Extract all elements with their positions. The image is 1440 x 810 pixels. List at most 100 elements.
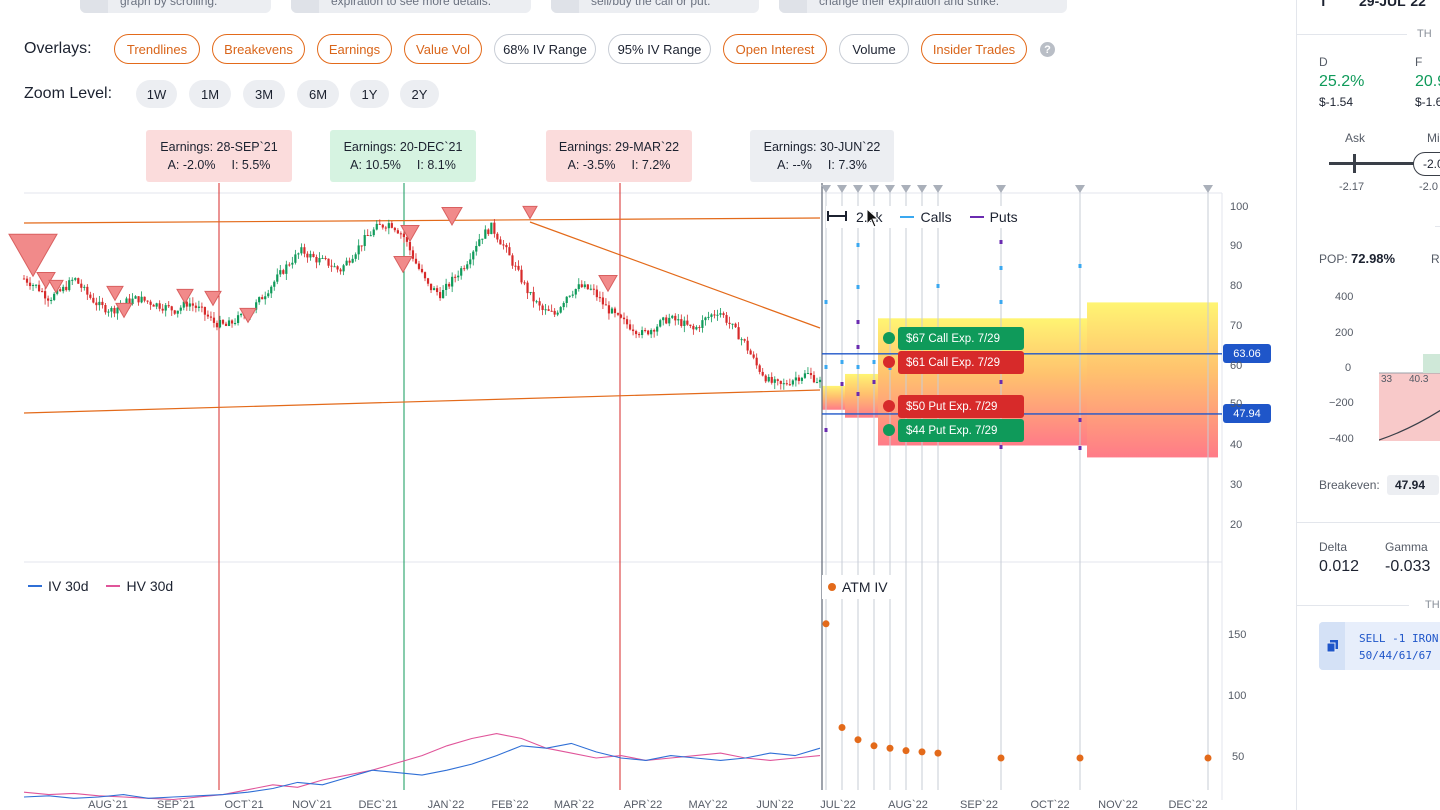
- candle-body: [348, 260, 351, 263]
- candle-body: [68, 280, 71, 291]
- overlay-68-iv-range[interactable]: 68% IV Range: [494, 34, 596, 64]
- candle-body: [529, 291, 532, 294]
- candle-body: [592, 288, 595, 290]
- x-tick: JUN`22: [756, 799, 794, 810]
- candle-body: [448, 283, 451, 287]
- copy-icon[interactable]: [1326, 640, 1339, 658]
- candle-body: [517, 265, 520, 270]
- overlay-insider-trades[interactable]: Insider Trades: [921, 34, 1027, 64]
- call-oi-mark: [856, 365, 860, 369]
- order-tag-50-put[interactable]: $50 Put Exp. 7/29: [898, 395, 1024, 418]
- candle-body: [442, 289, 445, 299]
- candle-body: [550, 310, 553, 312]
- order-dot[interactable]: [883, 332, 895, 344]
- expiry-marker-icon: [996, 185, 1006, 193]
- candle-body: [737, 327, 740, 340]
- candle-body: [713, 314, 716, 316]
- iv-swatch: [28, 585, 42, 587]
- x-tick: NOV`21: [292, 799, 332, 810]
- trade-summary-card[interactable]: SELL -1 IRON 50/44/61/67: [1319, 622, 1440, 670]
- candle-body: [255, 302, 258, 310]
- overlay-trendlines[interactable]: Trendlines: [114, 34, 200, 64]
- candle-body: [791, 380, 794, 385]
- earnings-box[interactable]: Earnings: 30-JUN`22 A: --% I: 7.3%: [750, 130, 894, 182]
- question-icon[interactable]: ?: [1040, 42, 1055, 57]
- x-tick: SEP`21: [157, 799, 195, 810]
- candle-body: [396, 230, 399, 234]
- candle-body: [330, 265, 333, 267]
- candle-body: [514, 265, 517, 267]
- put-oi-mark: [999, 380, 1003, 384]
- zoom-6m[interactable]: 6M: [297, 80, 339, 108]
- zoom-3m[interactable]: 3M: [243, 80, 285, 108]
- candle-body: [604, 304, 608, 306]
- pop-label: POP:: [1319, 252, 1348, 266]
- order-dot[interactable]: [883, 400, 895, 412]
- candle-body: [547, 309, 550, 311]
- calls-legend-label: Calls: [920, 209, 952, 225]
- zoom-2y[interactable]: 2Y: [400, 80, 439, 108]
- zoom-1y[interactable]: 1Y: [350, 80, 389, 108]
- hint-card: sell/buy the call or put.: [551, 0, 759, 13]
- hv-legend-label: HV 30d: [126, 578, 174, 594]
- candle-body: [86, 286, 89, 295]
- x-tick: APR`22: [623, 799, 663, 810]
- overlays-label: Overlays:: [24, 40, 92, 57]
- overlay-volume[interactable]: Volume: [839, 34, 909, 64]
- overlay-95-iv-range[interactable]: 95% IV Range: [608, 34, 711, 64]
- candle-body: [794, 377, 797, 381]
- ask-slider-handle[interactable]: [1353, 154, 1356, 173]
- earnings-box[interactable]: Earnings: 29-MAR`22 A: -3.5% I: 7.2%: [546, 130, 692, 182]
- delta-label: Delta: [1319, 540, 1348, 554]
- x-tick: AUG`21: [88, 799, 128, 810]
- f-label: F: [1415, 55, 1423, 69]
- gamma-label: Gamma: [1385, 540, 1428, 554]
- insider-trade-icon: [239, 307, 257, 324]
- atm-iv-point: [918, 748, 926, 756]
- mid-price-input[interactable]: -2.0: [1413, 152, 1440, 176]
- candle-body: [571, 294, 574, 296]
- order-tag-61-call[interactable]: $61 Call Exp. 7/29: [898, 351, 1024, 374]
- overlay-value-vol[interactable]: Value Vol: [404, 34, 482, 64]
- candle-body: [505, 245, 508, 248]
- order-tag-44-put[interactable]: $44 Put Exp. 7/29: [898, 419, 1024, 442]
- candle-body: [580, 284, 583, 288]
- candle-body: [809, 373, 813, 376]
- candle-body: [378, 223, 381, 225]
- candle-body: [788, 384, 791, 386]
- candle-body: [191, 303, 194, 306]
- price-chart[interactable]: [0, 0, 1296, 810]
- overlay-breakevens[interactable]: Breakevens: [212, 34, 305, 64]
- hint-text: graph by scrolling.: [120, 0, 218, 8]
- order-dot[interactable]: [883, 424, 895, 436]
- overlay-earnings[interactable]: Earnings: [317, 34, 392, 64]
- candle-body: [511, 255, 514, 266]
- pop-value: 72.98%: [1351, 251, 1396, 266]
- candle-body: [140, 296, 143, 303]
- overlay-open-interest[interactable]: Open Interest: [723, 34, 827, 64]
- put-oi-mark: [856, 320, 860, 324]
- order-dot[interactable]: [883, 356, 895, 368]
- candle-body: [40, 291, 44, 293]
- pl-x-tick: 33: [1381, 374, 1393, 385]
- candle-body: [490, 222, 493, 235]
- candle-body: [22, 278, 26, 280]
- candle-body: [420, 268, 424, 273]
- earnings-box[interactable]: Earnings: 20-DEC`21 A: 10.5% I: 8.1%: [330, 130, 476, 182]
- candle-body: [194, 305, 197, 308]
- f-value: 20.9: [1415, 73, 1440, 90]
- zoom-1w[interactable]: 1W: [136, 80, 177, 108]
- zoom-1m[interactable]: 1M: [189, 80, 231, 108]
- earnings-box[interactable]: Earnings: 28-SEP`21 A: -2.0% I: 5.5%: [146, 130, 292, 182]
- candle-body: [628, 324, 632, 330]
- candle-body: [574, 289, 577, 295]
- candle-body: [31, 285, 35, 287]
- candle-body: [276, 274, 279, 282]
- candle-body: [387, 223, 390, 229]
- price-slider-track[interactable]: [1329, 162, 1440, 165]
- mid-label: Mi: [1427, 131, 1440, 145]
- delta-value: 0.012: [1319, 558, 1360, 575]
- order-tag-67-call[interactable]: $67 Call Exp. 7/29: [898, 327, 1024, 350]
- candle-body: [101, 301, 104, 306]
- candle-body: [309, 253, 312, 258]
